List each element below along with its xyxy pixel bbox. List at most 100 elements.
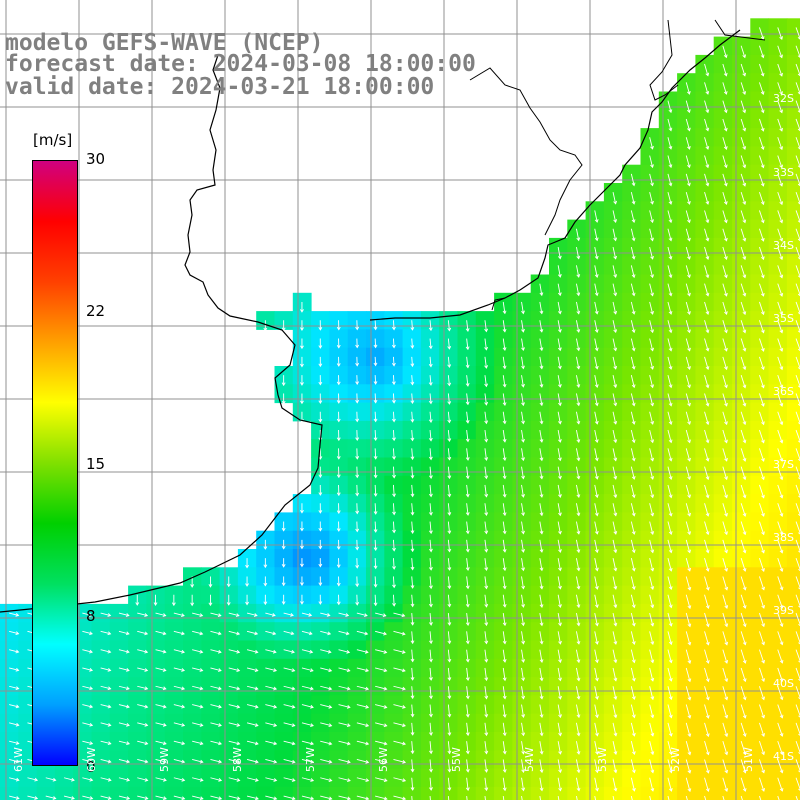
wind-arrow: [374, 576, 377, 587]
wind-arrow-head: [502, 438, 507, 443]
wind-arrow: [740, 411, 746, 425]
wind-arrow-head: [89, 631, 93, 636]
wind-arrow-head: [760, 201, 765, 206]
wind-arrow-head: [687, 769, 692, 774]
wind-arrow: [667, 246, 672, 260]
wind-arrow-head: [318, 527, 323, 532]
wind-arrow-head: [484, 346, 489, 351]
wind-arrow: [484, 576, 487, 589]
wind-arrow: [630, 429, 635, 443]
wind-arrow: [576, 576, 580, 589]
wind-arrow-head: [410, 456, 415, 461]
wind-arrow-head: [668, 531, 673, 536]
wind-cell: [164, 786, 184, 800]
wind-arrow: [502, 301, 506, 314]
wind-arrow: [649, 192, 654, 205]
wind-arrow: [667, 173, 672, 186]
wind-arrow-head: [761, 476, 765, 481]
wind-arrow-head: [291, 778, 296, 782]
wind-arrow: [722, 283, 728, 297]
wind-arrow-head: [465, 732, 470, 737]
wind-arrow: [685, 82, 690, 95]
wind-arrow: [649, 393, 654, 406]
wind-arrow-head: [336, 528, 341, 532]
wind-arrow: [576, 667, 580, 681]
wind-arrow: [539, 283, 543, 296]
wind-arrow: [612, 228, 617, 241]
wind-arrow-head: [576, 567, 581, 572]
wind-arrow-head: [254, 686, 259, 691]
wind-arrow: [356, 740, 369, 745]
wind-arrow: [521, 686, 524, 699]
wind-arrow-head: [779, 494, 784, 499]
wind-cell: [420, 786, 440, 800]
wind-arrow-head: [391, 400, 396, 404]
wind-arrow-head: [502, 585, 507, 590]
wind-arrow: [429, 667, 432, 681]
wind-cell: [622, 786, 641, 800]
wind-arrow-head: [797, 128, 800, 132]
wind-arrow: [722, 301, 728, 315]
wind-arrow: [429, 796, 431, 800]
wind-arrow-head: [484, 787, 489, 792]
wind-arrow: [484, 411, 487, 424]
wind-arrow: [100, 777, 111, 781]
wind-arrow: [283, 795, 295, 800]
wind-arrow-head: [15, 777, 20, 782]
wind-arrow: [283, 612, 294, 616]
wind-arrow-head: [798, 678, 800, 682]
wind-arrow: [612, 503, 617, 516]
wind-arrow: [612, 558, 617, 571]
wind-arrow: [539, 759, 543, 773]
wind-arrow-head: [447, 585, 452, 590]
wind-arrow-head: [281, 601, 286, 605]
wind-arrow-head: [465, 658, 470, 663]
wind-arrow-head: [539, 439, 544, 443]
wind-arrow-head: [779, 366, 784, 371]
wind-arrow: [576, 539, 580, 553]
wind-arrow-head: [484, 438, 489, 443]
wind-arrow-head: [347, 778, 351, 782]
wind-arrow-head: [364, 650, 369, 654]
wind-cell: [786, 219, 800, 239]
wind-arrow-head: [797, 367, 800, 370]
wind-arrow: [338, 685, 350, 690]
wind-arrow-head: [595, 659, 599, 664]
wind-arrow: [685, 228, 691, 241]
wind-arrow: [667, 722, 672, 737]
wind-arrow-head: [779, 36, 783, 41]
wind-arrow-head: [521, 750, 526, 755]
wind-arrow: [393, 777, 406, 782]
wind-arrow-head: [761, 678, 765, 683]
wind-arrow-head: [328, 723, 333, 728]
wind-arrow-head: [328, 668, 333, 673]
wind-arrow-head: [465, 512, 470, 516]
wind-arrow-head: [668, 457, 673, 462]
wind-cell: [128, 786, 147, 800]
wind-arrow: [759, 521, 765, 535]
wind-arrow-head: [576, 475, 581, 480]
wind-arrow: [192, 722, 203, 726]
wind-arrow: [45, 795, 56, 800]
wind-arrow-head: [410, 585, 415, 589]
wind-arrow-head: [761, 439, 765, 444]
wind-arrow: [704, 118, 709, 131]
title-forecast-date: forecast date: 2024-03-08 18:00:00: [5, 51, 476, 77]
wind-arrow: [576, 484, 580, 498]
wind-arrow-head: [705, 72, 710, 77]
wind-arrow: [374, 503, 377, 514]
wind-arrow-head: [742, 237, 747, 242]
wind-arrow: [759, 777, 765, 792]
wind-arrow-head: [217, 631, 222, 636]
wind-cell: [36, 786, 56, 800]
wind-arrow: [137, 649, 148, 653]
wind-arrow-head: [318, 381, 323, 386]
wind-arrow-head: [724, 733, 729, 738]
wind-arrow: [521, 301, 524, 314]
wind-arrow-head: [723, 201, 728, 205]
wind-arrow: [393, 411, 395, 422]
wind-arrow-head: [365, 686, 370, 691]
wind-arrow: [740, 246, 746, 260]
wind-arrow-head: [779, 604, 784, 609]
wind-arrow-head: [447, 382, 452, 387]
